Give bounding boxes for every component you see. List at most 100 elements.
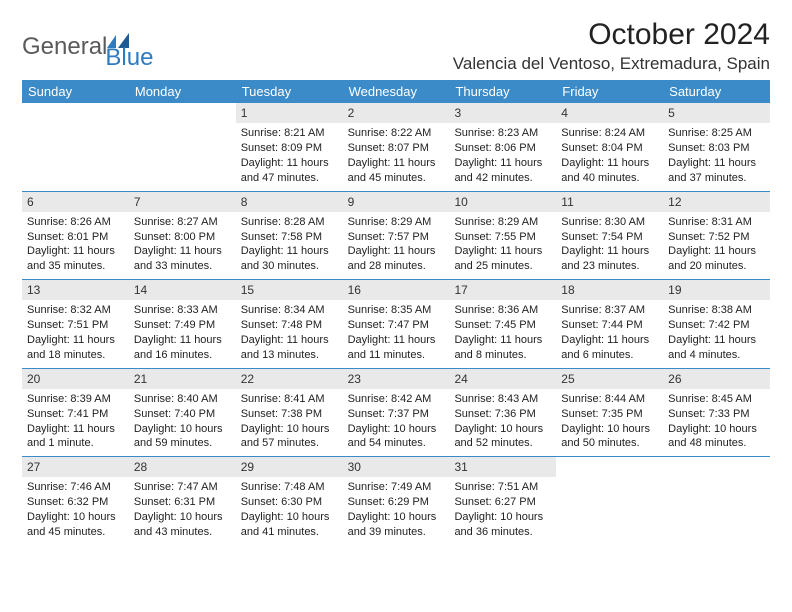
sunset-text: Sunset: 7:42 PM — [668, 318, 765, 333]
day-details: Sunrise: 8:36 AMSunset: 7:45 PMDaylight:… — [449, 300, 556, 367]
day-number: 13 — [22, 280, 129, 300]
day-cell: 19Sunrise: 8:38 AMSunset: 7:42 PMDayligh… — [663, 280, 770, 368]
sunrise-text: Sunrise: 8:32 AM — [27, 303, 124, 318]
day-details: Sunrise: 8:25 AMSunset: 8:03 PMDaylight:… — [663, 123, 770, 190]
day-details: Sunrise: 8:24 AMSunset: 8:04 PMDaylight:… — [556, 123, 663, 190]
sunset-text: Sunset: 8:09 PM — [241, 141, 338, 156]
sunset-text: Sunset: 6:31 PM — [134, 495, 231, 510]
sunset-text: Sunset: 7:35 PM — [561, 407, 658, 422]
sunset-text: Sunset: 7:33 PM — [668, 407, 765, 422]
sunset-text: Sunset: 8:03 PM — [668, 141, 765, 156]
day-number: 31 — [449, 457, 556, 477]
sunrise-text: Sunrise: 8:38 AM — [668, 303, 765, 318]
day-details: Sunrise: 7:51 AMSunset: 6:27 PMDaylight:… — [449, 477, 556, 544]
week-row: 6Sunrise: 8:26 AMSunset: 8:01 PMDaylight… — [22, 192, 770, 281]
daylight-text: Daylight: 10 hours and 54 minutes. — [348, 422, 445, 452]
day-number: 10 — [449, 192, 556, 212]
sunset-text: Sunset: 7:52 PM — [668, 230, 765, 245]
day-number: 24 — [449, 369, 556, 389]
sunrise-text: Sunrise: 8:41 AM — [241, 392, 338, 407]
day-details: Sunrise: 7:46 AMSunset: 6:32 PMDaylight:… — [22, 477, 129, 544]
logo-text-blue: Blue — [105, 44, 153, 72]
sunset-text: Sunset: 7:40 PM — [134, 407, 231, 422]
day-cell: 5Sunrise: 8:25 AMSunset: 8:03 PMDaylight… — [663, 103, 770, 191]
day-details: Sunrise: 8:29 AMSunset: 7:55 PMDaylight:… — [449, 212, 556, 279]
day-cell: 21Sunrise: 8:40 AMSunset: 7:40 PMDayligh… — [129, 369, 236, 457]
daylight-text: Daylight: 10 hours and 52 minutes. — [454, 422, 551, 452]
calendar-page: General Blue October 2024 Valencia del V… — [0, 0, 792, 563]
day-cell — [556, 457, 663, 545]
sunrise-text: Sunrise: 8:27 AM — [134, 215, 231, 230]
day-details: Sunrise: 7:48 AMSunset: 6:30 PMDaylight:… — [236, 477, 343, 544]
day-details: Sunrise: 8:34 AMSunset: 7:48 PMDaylight:… — [236, 300, 343, 367]
sunset-text: Sunset: 8:04 PM — [561, 141, 658, 156]
sunset-text: Sunset: 7:41 PM — [27, 407, 124, 422]
daylight-text: Daylight: 11 hours and 25 minutes. — [454, 244, 551, 274]
day-number: 21 — [129, 369, 236, 389]
sunset-text: Sunset: 7:54 PM — [561, 230, 658, 245]
sunrise-text: Sunrise: 8:44 AM — [561, 392, 658, 407]
daylight-text: Daylight: 10 hours and 39 minutes. — [348, 510, 445, 540]
day-cell — [663, 457, 770, 545]
sunset-text: Sunset: 7:48 PM — [241, 318, 338, 333]
logo: General Blue — [22, 22, 153, 72]
day-details: Sunrise: 8:33 AMSunset: 7:49 PMDaylight:… — [129, 300, 236, 367]
day-number: 28 — [129, 457, 236, 477]
day-cell: 14Sunrise: 8:33 AMSunset: 7:49 PMDayligh… — [129, 280, 236, 368]
day-number: 30 — [343, 457, 450, 477]
calendar-grid: Sunday Monday Tuesday Wednesday Thursday… — [22, 80, 770, 545]
daylight-text: Daylight: 11 hours and 4 minutes. — [668, 333, 765, 363]
week-row: 13Sunrise: 8:32 AMSunset: 7:51 PMDayligh… — [22, 280, 770, 369]
day-cell: 24Sunrise: 8:43 AMSunset: 7:36 PMDayligh… — [449, 369, 556, 457]
day-cell: 9Sunrise: 8:29 AMSunset: 7:57 PMDaylight… — [343, 192, 450, 280]
day-number: 3 — [449, 103, 556, 123]
day-cell: 6Sunrise: 8:26 AMSunset: 8:01 PMDaylight… — [22, 192, 129, 280]
daylight-text: Daylight: 10 hours and 48 minutes. — [668, 422, 765, 452]
day-cell: 8Sunrise: 8:28 AMSunset: 7:58 PMDaylight… — [236, 192, 343, 280]
sunset-text: Sunset: 7:44 PM — [561, 318, 658, 333]
daylight-text: Daylight: 10 hours and 41 minutes. — [241, 510, 338, 540]
day-details: Sunrise: 8:37 AMSunset: 7:44 PMDaylight:… — [556, 300, 663, 367]
weekday-header: Monday — [129, 80, 236, 103]
weekday-header: Saturday — [663, 80, 770, 103]
weekday-header: Sunday — [22, 80, 129, 103]
day-details: Sunrise: 8:31 AMSunset: 7:52 PMDaylight:… — [663, 212, 770, 279]
sunset-text: Sunset: 7:58 PM — [241, 230, 338, 245]
sunset-text: Sunset: 8:07 PM — [348, 141, 445, 156]
day-number: 15 — [236, 280, 343, 300]
sunrise-text: Sunrise: 8:24 AM — [561, 126, 658, 141]
day-details: Sunrise: 8:42 AMSunset: 7:37 PMDaylight:… — [343, 389, 450, 456]
weekday-header: Tuesday — [236, 80, 343, 103]
day-cell: 22Sunrise: 8:41 AMSunset: 7:38 PMDayligh… — [236, 369, 343, 457]
day-number: 5 — [663, 103, 770, 123]
sunrise-text: Sunrise: 8:42 AM — [348, 392, 445, 407]
sunrise-text: Sunrise: 8:23 AM — [454, 126, 551, 141]
daylight-text: Daylight: 11 hours and 1 minute. — [27, 422, 124, 452]
sunrise-text: Sunrise: 8:45 AM — [668, 392, 765, 407]
day-number: 20 — [22, 369, 129, 389]
day-number: 19 — [663, 280, 770, 300]
sunrise-text: Sunrise: 8:33 AM — [134, 303, 231, 318]
day-details: Sunrise: 8:35 AMSunset: 7:47 PMDaylight:… — [343, 300, 450, 367]
day-cell: 18Sunrise: 8:37 AMSunset: 7:44 PMDayligh… — [556, 280, 663, 368]
day-details: Sunrise: 8:39 AMSunset: 7:41 PMDaylight:… — [22, 389, 129, 456]
day-cell: 1Sunrise: 8:21 AMSunset: 8:09 PMDaylight… — [236, 103, 343, 191]
day-cell: 10Sunrise: 8:29 AMSunset: 7:55 PMDayligh… — [449, 192, 556, 280]
daylight-text: Daylight: 11 hours and 13 minutes. — [241, 333, 338, 363]
day-details: Sunrise: 8:45 AMSunset: 7:33 PMDaylight:… — [663, 389, 770, 456]
day-details: Sunrise: 8:23 AMSunset: 8:06 PMDaylight:… — [449, 123, 556, 190]
daylight-text: Daylight: 11 hours and 23 minutes. — [561, 244, 658, 274]
day-number: 9 — [343, 192, 450, 212]
day-details: Sunrise: 8:28 AMSunset: 7:58 PMDaylight:… — [236, 212, 343, 279]
day-number: 6 — [22, 192, 129, 212]
day-details: Sunrise: 8:38 AMSunset: 7:42 PMDaylight:… — [663, 300, 770, 367]
sunset-text: Sunset: 8:06 PM — [454, 141, 551, 156]
sunrise-text: Sunrise: 7:46 AM — [27, 480, 124, 495]
day-number: 18 — [556, 280, 663, 300]
day-details: Sunrise: 8:44 AMSunset: 7:35 PMDaylight:… — [556, 389, 663, 456]
daylight-text: Daylight: 10 hours and 43 minutes. — [134, 510, 231, 540]
daylight-text: Daylight: 11 hours and 11 minutes. — [348, 333, 445, 363]
day-details: Sunrise: 8:40 AMSunset: 7:40 PMDaylight:… — [129, 389, 236, 456]
month-title: October 2024 — [453, 18, 770, 52]
logo-text-general: General — [22, 33, 107, 61]
